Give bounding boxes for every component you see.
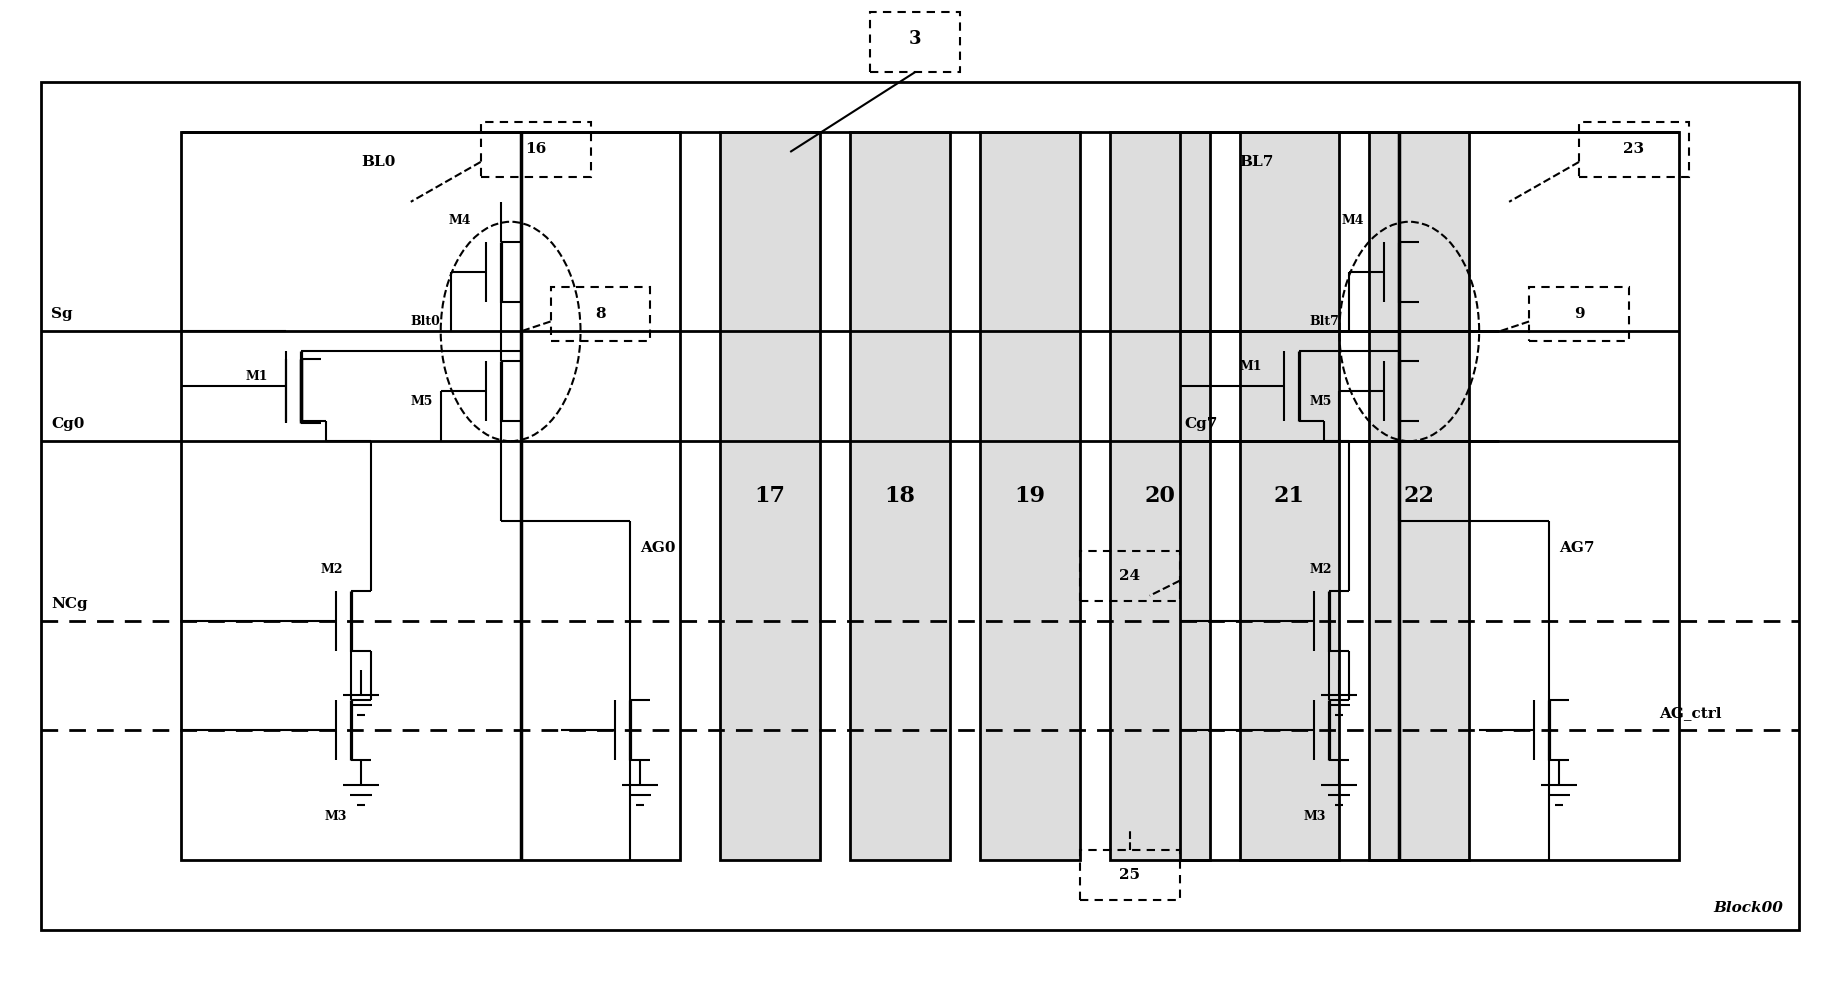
Bar: [181, 132, 681, 860]
Text: BL7: BL7: [1240, 155, 1273, 169]
Text: 19: 19: [1015, 485, 1046, 507]
Bar: [41, 82, 1799, 930]
Bar: [1530, 286, 1629, 341]
Text: M3: M3: [1303, 810, 1325, 823]
Text: M4: M4: [1341, 214, 1363, 227]
Text: 17: 17: [755, 485, 786, 507]
Bar: [482, 122, 590, 177]
Text: BL0: BL0: [362, 155, 395, 169]
Text: AG7: AG7: [1559, 541, 1594, 555]
Text: AG_ctrl: AG_ctrl: [1659, 706, 1721, 720]
Text: Cg0: Cg0: [52, 417, 85, 432]
Text: NCg: NCg: [52, 596, 89, 610]
Text: Block00: Block00: [1714, 901, 1784, 915]
Text: 18: 18: [884, 485, 915, 507]
Text: 9: 9: [1574, 306, 1585, 321]
Text: M2: M2: [321, 563, 343, 576]
Text: M1: M1: [245, 370, 269, 383]
Text: M3: M3: [325, 810, 347, 823]
Text: 23: 23: [1624, 142, 1644, 156]
Text: M5: M5: [411, 394, 434, 408]
Bar: [550, 286, 651, 341]
Bar: [1109, 132, 1210, 860]
Bar: [1240, 132, 1339, 860]
Text: 16: 16: [526, 142, 546, 156]
Text: Blt7: Blt7: [1310, 315, 1339, 328]
Text: 8: 8: [596, 306, 605, 321]
Text: 25: 25: [1120, 868, 1140, 882]
Text: 20: 20: [1144, 485, 1175, 507]
Bar: [1579, 122, 1688, 177]
Text: Cg7: Cg7: [1184, 417, 1218, 432]
Text: M5: M5: [1310, 394, 1332, 408]
Bar: [1079, 850, 1179, 900]
Bar: [980, 132, 1079, 860]
Bar: [1369, 132, 1469, 860]
Text: 22: 22: [1404, 485, 1435, 507]
Text: 3: 3: [910, 30, 921, 48]
Bar: [1179, 132, 1679, 860]
Bar: [720, 132, 821, 860]
Bar: [871, 13, 959, 73]
Text: Blt0: Blt0: [411, 315, 441, 328]
Text: 21: 21: [1273, 485, 1304, 507]
Text: Sg: Sg: [52, 307, 74, 322]
Text: 24: 24: [1120, 569, 1140, 583]
Text: M4: M4: [448, 214, 470, 227]
Bar: [851, 132, 950, 860]
Text: M1: M1: [1240, 360, 1262, 373]
Bar: [1079, 550, 1179, 600]
Text: M2: M2: [1310, 563, 1332, 576]
Text: AG0: AG0: [640, 541, 675, 555]
